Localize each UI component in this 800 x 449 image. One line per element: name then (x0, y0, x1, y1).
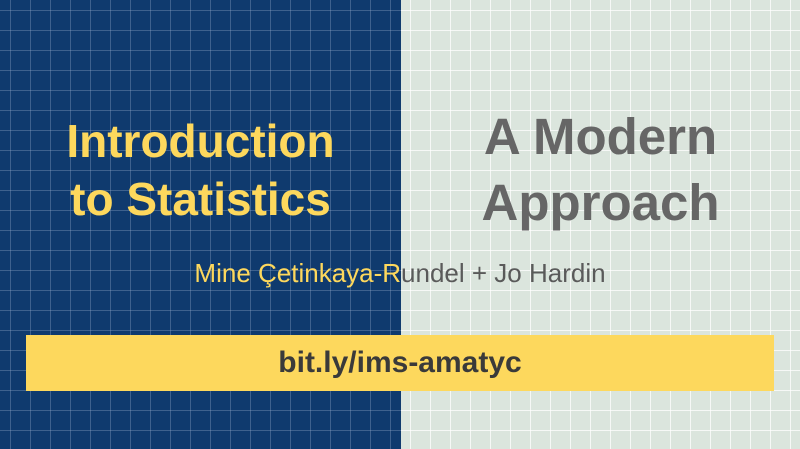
book-subtitle: A Modern Approach (401, 104, 800, 236)
authors-text-highlight: Mine Çetinkaya-Rundel + Jo Hardin (194, 258, 401, 288)
link-banner: bit.ly/ims-amatyc (26, 335, 774, 391)
book-subtitle-line-1: A Modern (483, 108, 718, 165)
book-title-line-1: Introduction (66, 115, 335, 167)
authors-text-wrap: Mine Çetinkaya-Rundel + Jo Hardin Mine Ç… (194, 256, 605, 290)
book-subtitle-line-2: Approach (481, 174, 720, 231)
book-title: Introduction to Statistics (0, 112, 401, 228)
authors-text: Mine Çetinkaya-Rundel + Jo Hardin (194, 258, 606, 288)
book-title-line-2: to Statistics (70, 173, 331, 225)
book-link[interactable]: bit.ly/ims-amatyc (278, 346, 522, 379)
authors: Mine Çetinkaya-Rundel + Jo Hardin Mine Ç… (0, 256, 800, 290)
